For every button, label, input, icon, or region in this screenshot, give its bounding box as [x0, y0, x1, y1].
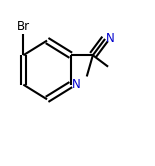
Text: N: N: [72, 78, 80, 91]
Text: N: N: [106, 32, 115, 45]
Text: Br: Br: [17, 20, 30, 33]
